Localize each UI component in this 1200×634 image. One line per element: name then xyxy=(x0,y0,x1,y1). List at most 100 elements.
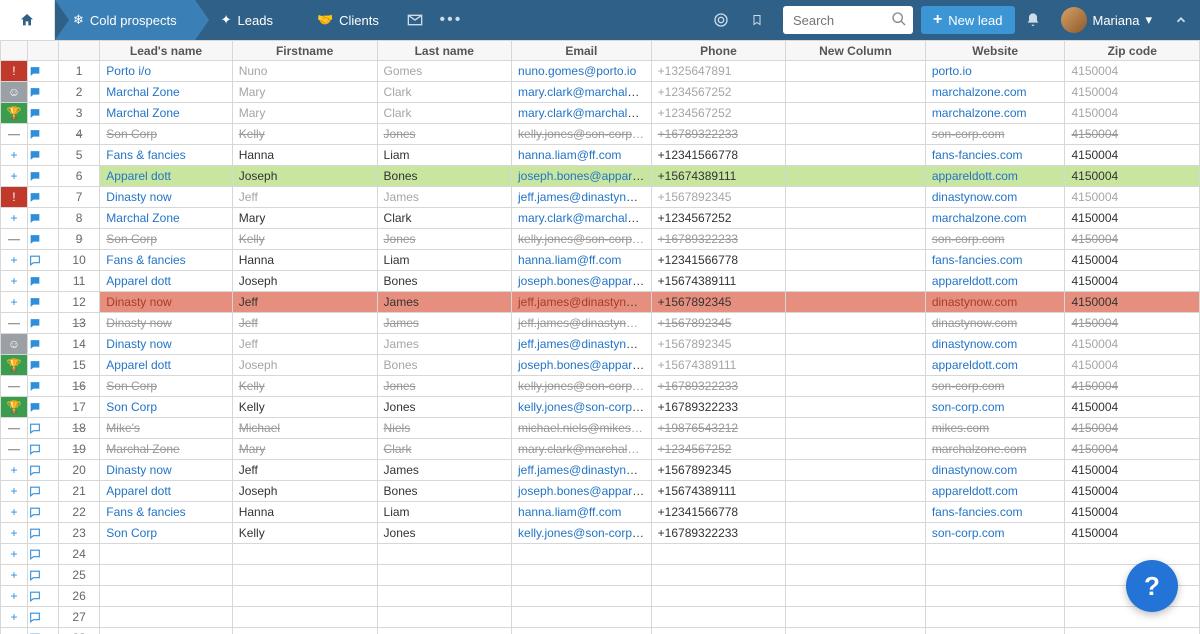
phone-cell[interactable]: +19876543212 xyxy=(651,418,785,439)
zip-cell[interactable] xyxy=(1065,628,1200,634)
phone-cell[interactable]: +1567892345 xyxy=(651,292,785,313)
table-row[interactable]: +20Dinasty nowJeffJamesjeff.james@dinast… xyxy=(1,460,1200,481)
status-badge-plus[interactable]: + xyxy=(1,586,27,606)
website-link[interactable]: fans-fancies.com xyxy=(932,148,1023,162)
lead-name-link[interactable]: Apparel dott xyxy=(106,358,171,372)
table-row[interactable]: +5Fans & fanciesHannaLiamhanna.liam@ff.c… xyxy=(1,145,1200,166)
website-link[interactable]: appareldott.com xyxy=(932,274,1018,288)
chat-outline-icon[interactable] xyxy=(28,443,58,456)
firstname-cell[interactable]: Nuno xyxy=(232,61,377,82)
lead-name-link[interactable]: Marchal Zone xyxy=(106,106,179,120)
website-link[interactable]: dinastynow.com xyxy=(932,316,1017,330)
firstname-cell[interactable]: Joseph xyxy=(232,481,377,502)
zip-cell[interactable] xyxy=(1065,544,1200,565)
lead-name-link[interactable]: Fans & fancies xyxy=(106,505,185,519)
phone-cell[interactable] xyxy=(651,586,785,607)
phone-cell[interactable]: +16789322233 xyxy=(651,124,785,145)
phone-cell[interactable]: +15674389111 xyxy=(651,166,785,187)
status-badge-dash[interactable]: — xyxy=(1,376,27,396)
table-row[interactable]: +26 xyxy=(1,586,1200,607)
zip-cell[interactable]: 4150004 xyxy=(1065,376,1200,397)
col-firstname[interactable]: Firstname xyxy=(232,41,377,61)
zip-cell[interactable]: 4150004 xyxy=(1065,523,1200,544)
email-link[interactable]: mary.clark@marchalzone… xyxy=(518,106,651,120)
lastname-cell[interactable]: James xyxy=(377,187,511,208)
zip-cell[interactable] xyxy=(1065,607,1200,628)
lead-name-link[interactable]: Apparel dott xyxy=(106,274,171,288)
col-lead-name[interactable]: Lead's name xyxy=(100,41,232,61)
lastname-cell[interactable]: Jones xyxy=(377,124,511,145)
table-row[interactable]: +22Fans & fanciesHannaLiamhanna.liam@ff.… xyxy=(1,502,1200,523)
lead-name-link[interactable]: Dinasty now xyxy=(106,190,171,204)
lastname-cell[interactable]: Clark xyxy=(377,82,511,103)
newcol-cell[interactable] xyxy=(786,82,926,103)
zip-cell[interactable]: 4150004 xyxy=(1065,271,1200,292)
status-badge-plus[interactable]: + xyxy=(1,544,27,564)
newcol-cell[interactable] xyxy=(786,292,926,313)
newcol-cell[interactable] xyxy=(786,418,926,439)
help-button[interactable]: ? xyxy=(1126,560,1178,612)
email-link[interactable]: michael.niels@mikes.com xyxy=(518,421,651,435)
table-row[interactable]: +23Son CorpKellyJoneskelly.jones@son-cor… xyxy=(1,523,1200,544)
lead-name-link[interactable]: Son Corp xyxy=(106,400,157,414)
chat-outline-icon[interactable] xyxy=(28,422,58,435)
website-link[interactable]: porto.io xyxy=(932,64,972,78)
table-row[interactable]: ☺14Dinasty nowJeffJamesjeff.james@dinast… xyxy=(1,334,1200,355)
zip-cell[interactable]: 4150004 xyxy=(1065,166,1200,187)
phone-cell[interactable]: +1567892345 xyxy=(651,313,785,334)
firstname-cell[interactable]: Michael xyxy=(232,418,377,439)
lead-name-link[interactable]: Dinasty now xyxy=(106,463,171,477)
status-badge-plus[interactable]: + xyxy=(1,523,27,543)
col-status[interactable] xyxy=(1,41,28,61)
email-link[interactable]: nuno.gomes@porto.io xyxy=(518,64,636,78)
firstname-cell[interactable]: Joseph xyxy=(232,355,377,376)
zip-cell[interactable]: 4150004 xyxy=(1065,145,1200,166)
lead-name-link[interactable]: Apparel dott xyxy=(106,484,171,498)
lastname-cell[interactable]: James xyxy=(377,334,511,355)
website-link[interactable]: marchalzone.com xyxy=(932,442,1027,456)
lastname-cell[interactable]: James xyxy=(377,460,511,481)
phone-cell[interactable]: +1234567252 xyxy=(651,439,785,460)
email-link[interactable]: mary.clark@marchalzone… xyxy=(518,85,651,99)
lastname-cell[interactable]: Gomes xyxy=(377,61,511,82)
lead-name-link[interactable]: Fans & fancies xyxy=(106,253,185,267)
website-link[interactable]: appareldott.com xyxy=(932,484,1018,498)
table-row[interactable]: —9Son CorpKellyJoneskelly.jones@son-corp… xyxy=(1,229,1200,250)
table-row[interactable]: 🏆3Marchal ZoneMaryClarkmary.clark@marcha… xyxy=(1,103,1200,124)
chat-filled-icon[interactable] xyxy=(28,149,58,162)
website-link[interactable]: appareldott.com xyxy=(932,358,1018,372)
newcol-cell[interactable] xyxy=(786,397,926,418)
phone-cell[interactable]: +1234567252 xyxy=(651,82,785,103)
email-link[interactable]: joseph.bones@apparelld… xyxy=(518,484,651,498)
chat-outline-icon[interactable] xyxy=(28,590,58,603)
status-badge-plus[interactable]: + xyxy=(1,271,27,291)
email-link[interactable]: joseph.bones@apparelld… xyxy=(518,274,651,288)
status-badge-red[interactable]: ! xyxy=(1,187,27,207)
email-link[interactable]: jeff.james@dinastynow.c… xyxy=(518,463,651,477)
lastname-cell[interactable]: James xyxy=(377,292,511,313)
phone-cell[interactable]: +1234567252 xyxy=(651,208,785,229)
firstname-cell[interactable]: Hanna xyxy=(232,250,377,271)
firstname-cell[interactable]: Kelly xyxy=(232,229,377,250)
firstname-cell[interactable]: Jeff xyxy=(232,292,377,313)
target-button[interactable] xyxy=(703,0,739,40)
zip-cell[interactable]: 4150004 xyxy=(1065,313,1200,334)
email-link[interactable]: jeff.james@dinastynow.c… xyxy=(518,337,651,351)
lastname-cell[interactable]: Liam xyxy=(377,502,511,523)
table-row[interactable]: !7Dinasty nowJeffJamesjeff.james@dinasty… xyxy=(1,187,1200,208)
website-link[interactable]: mikes.com xyxy=(932,421,989,435)
lastname-cell[interactable]: Jones xyxy=(377,397,511,418)
lastname-cell[interactable]: Bones xyxy=(377,355,511,376)
lastname-cell[interactable]: Bones xyxy=(377,271,511,292)
newcol-cell[interactable] xyxy=(786,481,926,502)
newcol-cell[interactable] xyxy=(786,586,926,607)
firstname-cell[interactable]: Kelly xyxy=(232,124,377,145)
lastname-cell[interactable]: Niels xyxy=(377,418,511,439)
more-button[interactable]: ••• xyxy=(433,0,469,40)
lastname-cell[interactable]: Bones xyxy=(377,166,511,187)
table-row[interactable]: +28 xyxy=(1,628,1200,634)
newcol-cell[interactable] xyxy=(786,61,926,82)
zip-cell[interactable]: 4150004 xyxy=(1065,460,1200,481)
website-link[interactable]: son-corp.com xyxy=(932,232,1005,246)
zip-cell[interactable]: 4150004 xyxy=(1065,187,1200,208)
